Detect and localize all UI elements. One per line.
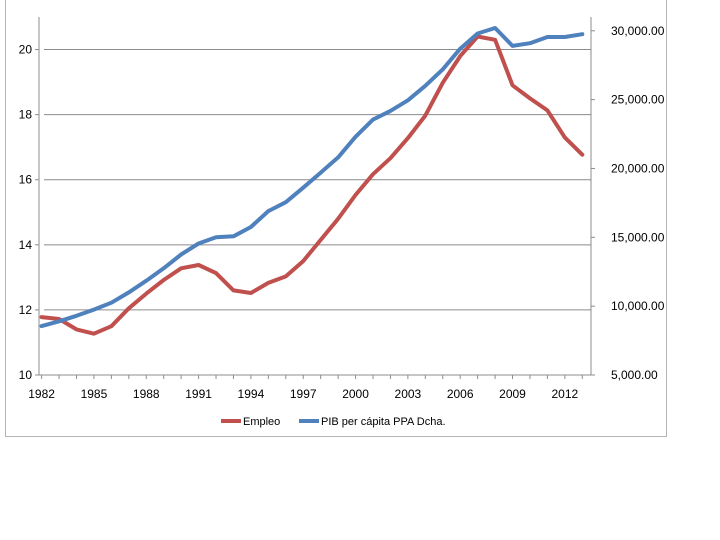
x-tick-label: 2006 — [447, 387, 474, 401]
x-tick-label: 1994 — [238, 387, 265, 401]
x-tick-label: 1982 — [28, 387, 55, 401]
axes: 10 12 14 16 18 20 5,000.00 10,000.00 15,000.00 20… — [19, 17, 665, 401]
legend-label: PIB per cápita PPA Dcha. — [321, 416, 446, 428]
left-tick-label: 20 — [19, 43, 33, 57]
x-tick-label: 1997 — [290, 387, 317, 401]
x-tick-label: 2009 — [499, 387, 526, 401]
line-chart: 10 12 14 16 18 20 5,000.00 10,000.00 15,000.00 20… — [19, 17, 665, 428]
legend-item-pib-per-capita: PIB per cápita PPA Dcha. — [299, 416, 446, 428]
left-tick-label: 18 — [19, 108, 33, 122]
legend: Empleo PIB per cápita PPA Dcha. — [221, 416, 446, 428]
x-tick-label: 1991 — [185, 387, 212, 401]
x-tick-label: 1988 — [133, 387, 160, 401]
right-tick-label: 15,000.00 — [611, 230, 665, 244]
gridlines — [44, 49, 591, 311]
left-tick-label: 10 — [19, 368, 33, 382]
series-line-pib-per-capita — [39, 26, 585, 329]
x-tick-label: 2003 — [395, 387, 422, 401]
chart-frame: 10 12 14 16 18 20 5,000.00 10,000.00 15,000.00 20… — [5, 0, 667, 437]
left-tick-label: 14 — [19, 238, 33, 252]
legend-item-empleo: Empleo — [221, 416, 280, 428]
right-tick-label: 10,000.00 — [611, 299, 665, 313]
legend-label: Empleo — [243, 416, 280, 428]
x-tick-label: 1985 — [81, 387, 108, 401]
right-tick-label: 5,000.00 — [611, 368, 658, 382]
right-tick-label: 30,000.00 — [611, 24, 665, 38]
left-tick-label: 12 — [19, 303, 33, 317]
x-tick-label: 2012 — [551, 387, 578, 401]
right-tick-label: 20,000.00 — [611, 161, 665, 175]
left-tick-label: 16 — [19, 173, 33, 187]
x-tick-label: 2000 — [342, 387, 369, 401]
series-line-empleo — [39, 34, 585, 336]
right-tick-label: 25,000.00 — [611, 93, 665, 107]
series-lines — [39, 26, 585, 336]
